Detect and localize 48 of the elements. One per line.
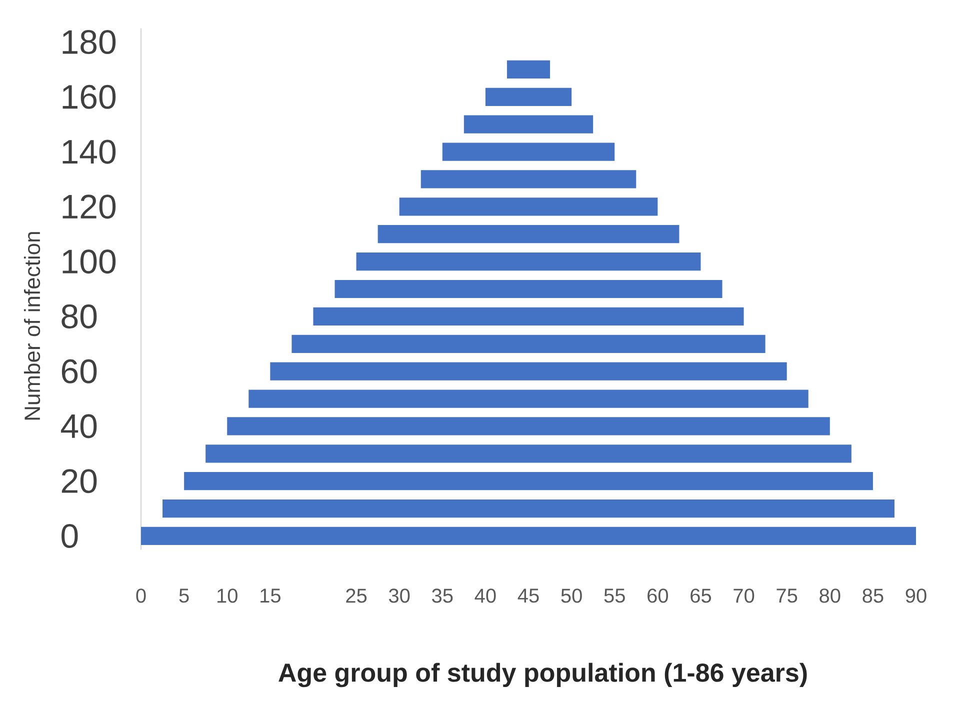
y-tick-label: 40: [60, 414, 97, 438]
bar: [506, 60, 550, 79]
y-tick-label: 140: [62, 140, 116, 164]
bar: [334, 280, 722, 298]
bar: [184, 472, 873, 490]
y-tick-label: 160: [62, 84, 116, 109]
x-tick-label: 55: [604, 588, 625, 603]
bar: [420, 170, 636, 188]
bar: [378, 225, 680, 244]
x-tick-label: 15: [260, 588, 280, 603]
x-tick-label: 30: [388, 588, 410, 603]
bar: [227, 417, 830, 436]
x-axis-title: Age group of study population (1-86 years): [278, 662, 807, 688]
x-tick-label: 60: [648, 588, 668, 603]
x-tick-label: 90: [906, 588, 926, 603]
y-tick-label: 100: [62, 250, 116, 274]
x-tick-label: 25: [346, 588, 367, 603]
y-tick-label: 180: [62, 30, 116, 54]
bar: [442, 142, 615, 161]
bar: [313, 307, 744, 326]
bar: [292, 334, 766, 353]
x-tick-label: 80: [820, 588, 840, 603]
x-tick-label: 65: [690, 588, 712, 603]
bar: [206, 444, 852, 463]
x-tick-label: 40: [474, 588, 496, 603]
bar: [248, 390, 808, 408]
x-tick-label: 0: [136, 588, 146, 603]
x-tick-label: 5: [179, 588, 189, 603]
bar: [162, 499, 894, 518]
x-tick-label: 35: [432, 588, 453, 603]
y-axis-title: Number of infection: [24, 232, 40, 420]
bar: [399, 198, 658, 216]
bar: [485, 88, 572, 106]
y-tick-label: 20: [62, 469, 97, 494]
bar: [464, 115, 594, 134]
x-tick-label: 45: [518, 588, 539, 603]
x-tick-label: 70: [734, 588, 754, 603]
y-tick-label: 120: [62, 194, 116, 219]
bar: [356, 252, 701, 271]
y-tick-label: 80: [62, 304, 97, 328]
x-tick-label: 10: [218, 588, 238, 603]
y-tick-label: 0: [62, 524, 78, 548]
y-tick-label: 60: [62, 359, 97, 384]
bar: [270, 362, 787, 380]
x-tick-label: 50: [561, 588, 582, 603]
bar: [141, 526, 916, 546]
x-tick-label: 85: [862, 588, 884, 603]
x-tick-label: 75: [776, 588, 798, 603]
